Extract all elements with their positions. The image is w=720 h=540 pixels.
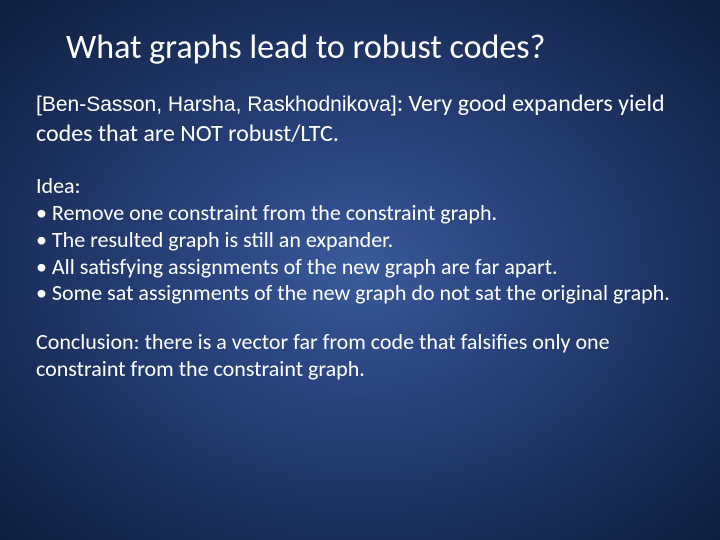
idea-bullet-1: • Remove one constraint from the constra…	[36, 200, 684, 227]
idea-bullet-4: • Some sat assignments of the new graph …	[36, 280, 684, 307]
reference-line: [Ben-Sasson, Harsha, Raskhodnikova]: Ver…	[36, 89, 684, 149]
slide-title: What graphs lead to robust codes?	[66, 28, 684, 67]
conclusion: Conclusion: there is a vector far from c…	[36, 329, 684, 383]
idea-heading: Idea:	[36, 173, 684, 200]
idea-bullet-3: • All satisfying assignments of the new …	[36, 254, 684, 281]
slide: What graphs lead to robust codes? [Ben-S…	[0, 0, 720, 540]
reference-authors: [Ben-Sasson, Harsha, Raskhodnikova]	[36, 93, 397, 116]
idea-bullet-2: • The resulted graph is still an expande…	[36, 227, 684, 254]
idea-block: Idea: • Remove one constraint from the c…	[36, 173, 684, 307]
